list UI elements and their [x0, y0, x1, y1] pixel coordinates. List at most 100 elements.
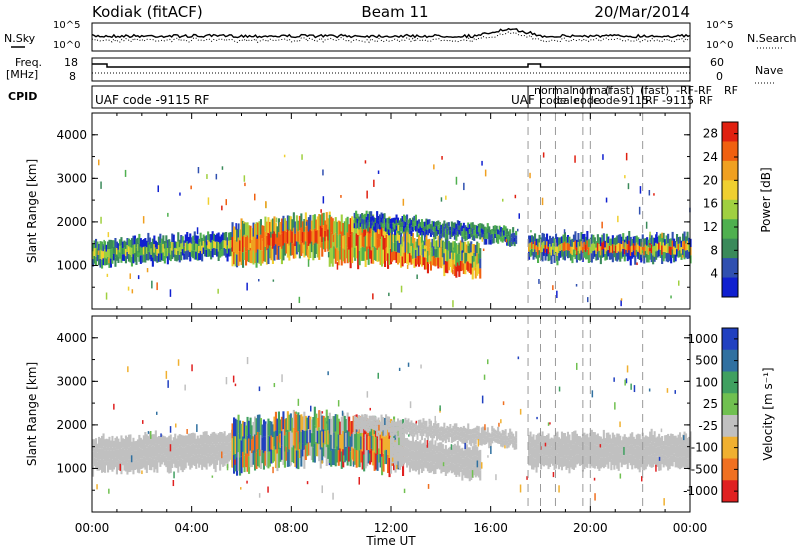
pixel: [676, 457, 679, 468]
speckle: [471, 470, 474, 478]
pixel: [644, 238, 647, 245]
pixel: [680, 247, 683, 254]
pixel: [92, 451, 95, 465]
pixel: [392, 222, 395, 228]
pixel: [477, 223, 480, 228]
y-tick-label-1: 2000: [56, 215, 87, 229]
pixel: [195, 251, 198, 260]
pixel: [453, 454, 456, 465]
pixel: [127, 246, 130, 254]
pixel: [513, 440, 516, 446]
pixel: [208, 446, 211, 457]
speckle: [119, 463, 121, 471]
speckle: [670, 295, 672, 299]
pixel: [629, 236, 632, 247]
pixel: [288, 245, 291, 261]
pixel: [622, 436, 625, 446]
pixel: [315, 242, 318, 254]
pixel: [598, 459, 601, 471]
pixel: [413, 225, 416, 231]
pixel: [587, 455, 590, 464]
pixel: [380, 426, 383, 432]
pixel: [613, 238, 616, 245]
pixel: [126, 251, 129, 259]
speckle: [363, 230, 365, 237]
pixel: [501, 429, 504, 436]
pixel: [544, 245, 547, 253]
pixel: [616, 457, 619, 469]
velocity-cbar-frame: [721, 327, 739, 503]
pixel: [590, 429, 593, 442]
speckle: [278, 434, 281, 443]
pixel: [150, 254, 153, 262]
pixel: [132, 235, 135, 245]
speckle: [327, 252, 330, 258]
pixel: [356, 223, 359, 229]
pixel: [324, 241, 327, 252]
speckle: [96, 484, 98, 490]
pixel: [172, 234, 175, 243]
pixel: [277, 232, 280, 246]
speckle: [574, 155, 576, 163]
pixel: [677, 237, 680, 244]
pixel: [593, 250, 596, 257]
pixel: [441, 444, 444, 454]
pixel: [280, 233, 283, 249]
pixel: [495, 438, 498, 443]
pixel: [214, 248, 217, 256]
pixel: [379, 430, 382, 435]
speckle: [434, 415, 436, 421]
pixel: [455, 254, 458, 267]
pixel: [379, 453, 382, 468]
pixel: [136, 244, 139, 251]
pixel: [198, 448, 201, 458]
pixel: [497, 426, 500, 433]
speckle: [378, 239, 381, 247]
pixel: [276, 436, 279, 454]
pixel: [443, 241, 446, 254]
pixel: [226, 237, 229, 246]
pixel: [208, 241, 211, 249]
pixel: [688, 251, 691, 259]
pixel: [605, 242, 608, 252]
pixel: [300, 227, 303, 242]
pixel: [509, 240, 512, 247]
pixel: [671, 231, 674, 241]
speckle: [477, 439, 480, 447]
pixel: [376, 238, 379, 250]
pixel: [318, 427, 321, 445]
pixel: [95, 438, 98, 449]
pixel: [141, 255, 144, 263]
pixel: [419, 222, 422, 227]
pixel: [596, 242, 599, 252]
pixel: [394, 251, 397, 261]
pixel: [426, 224, 429, 230]
pixel: [178, 455, 181, 467]
power-cbar-label-6: 28: [703, 127, 718, 141]
speckle: [259, 449, 261, 457]
pixel: [441, 232, 444, 237]
pixel: [569, 239, 572, 247]
pixel: [587, 446, 590, 456]
date-title: 20/Mar/2014: [594, 3, 690, 21]
speckle: [221, 451, 223, 459]
pixel: [474, 233, 477, 239]
pixel: [205, 456, 208, 470]
pixel: [471, 234, 474, 241]
pixel: [434, 425, 437, 431]
pixel: [440, 426, 443, 432]
pixel: [431, 256, 434, 266]
pixel: [109, 440, 112, 451]
pixel: [452, 241, 455, 251]
pixel: [479, 248, 482, 259]
pixel: [650, 428, 653, 442]
pixel: [130, 238, 133, 248]
pixel: [587, 437, 590, 447]
pixel: [145, 240, 148, 248]
pixel: [419, 246, 422, 256]
pixel: [99, 258, 102, 268]
pixel: [391, 443, 394, 454]
pixel: [148, 244, 151, 253]
pixel: [273, 446, 276, 462]
pixel: [304, 445, 307, 460]
